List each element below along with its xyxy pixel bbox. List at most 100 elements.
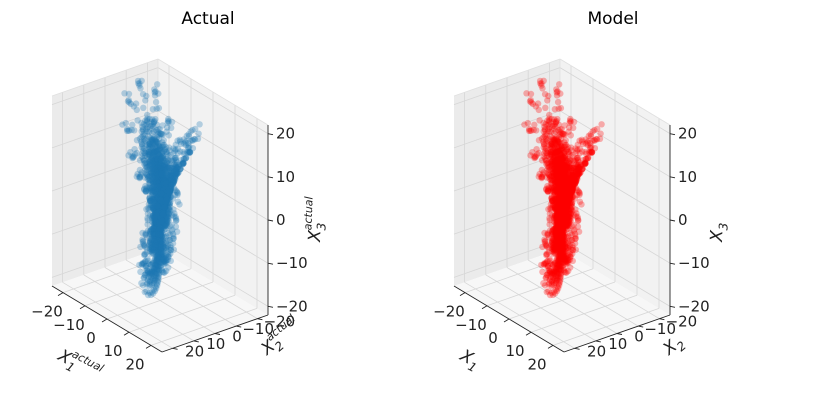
scatter-point xyxy=(144,117,151,124)
scatter-point xyxy=(146,148,153,156)
scatter-point xyxy=(145,145,152,153)
scatter-point xyxy=(186,148,194,156)
scatter-point xyxy=(139,282,147,289)
scatter-point xyxy=(558,225,566,232)
scatter-point xyxy=(132,151,139,158)
scatter-point xyxy=(550,116,558,123)
scatter-point xyxy=(543,250,550,257)
scatter-point xyxy=(161,204,168,211)
scatter-point xyxy=(169,157,176,165)
scatter-point xyxy=(156,178,163,186)
scatter-point xyxy=(156,202,164,209)
scatter-point xyxy=(160,209,167,216)
z-tick-label: 0 xyxy=(678,211,688,229)
scatter-point xyxy=(155,204,162,211)
scatter-point xyxy=(154,255,161,262)
scatter-point xyxy=(148,186,155,193)
scatter-point xyxy=(166,231,173,238)
scatter-point xyxy=(155,270,163,277)
scatter-point xyxy=(160,180,167,187)
scatter-point xyxy=(165,253,172,261)
scatter-point xyxy=(151,229,159,237)
scatter-point xyxy=(141,258,149,265)
scatter-point xyxy=(141,251,149,258)
scatter-point xyxy=(160,137,167,144)
scatter-point xyxy=(164,181,171,188)
scatter-point xyxy=(598,121,605,128)
scatter-point xyxy=(560,218,567,225)
scatter-point xyxy=(546,166,553,174)
scatter-point xyxy=(162,198,169,206)
scatter-point xyxy=(154,81,161,88)
scatter-point xyxy=(168,184,175,192)
scatter-point xyxy=(152,179,159,186)
scatter-point xyxy=(159,178,166,186)
scatter-point xyxy=(162,193,170,201)
scatter-point xyxy=(157,232,164,240)
scatter-point xyxy=(156,249,163,256)
x-tick xyxy=(459,292,466,296)
scatter-point xyxy=(162,186,170,194)
scatter-point xyxy=(158,131,166,138)
scatter-point xyxy=(167,151,174,158)
scatter-point xyxy=(155,222,163,230)
scatter-point xyxy=(147,204,154,211)
scatter-point xyxy=(141,288,148,296)
scatter-point xyxy=(162,220,169,227)
scatter-point xyxy=(149,158,156,165)
scatter-point xyxy=(160,221,167,229)
scatter-point xyxy=(168,181,176,188)
scatter-point xyxy=(158,169,165,176)
scatter-point xyxy=(159,159,167,166)
scatter-point xyxy=(151,214,158,222)
scatter-point xyxy=(162,200,169,208)
scatter-point xyxy=(158,210,165,217)
scatter-point xyxy=(157,217,165,224)
scatter-point xyxy=(142,243,149,250)
scatter-point xyxy=(157,217,164,225)
scatter-point xyxy=(159,257,166,264)
scatter-point xyxy=(150,118,158,126)
scatter-point xyxy=(150,136,157,143)
scatter-point xyxy=(157,185,165,192)
scatter-point xyxy=(156,235,163,243)
scatter-point xyxy=(160,196,168,203)
z-tick xyxy=(669,133,676,136)
scatter-point xyxy=(152,264,159,271)
scatter-series xyxy=(119,77,203,299)
scatter-point xyxy=(133,106,140,114)
y-tick-label: 0 xyxy=(634,328,644,346)
scatter-point xyxy=(183,154,190,161)
scatter-point xyxy=(159,215,166,223)
scatter-point xyxy=(150,267,158,275)
scatter-point xyxy=(147,197,154,205)
scatter-point xyxy=(173,167,180,174)
scatter-point xyxy=(157,244,164,251)
scatter-point xyxy=(544,127,552,134)
scatter-point xyxy=(164,124,171,131)
scatter-point xyxy=(149,106,157,113)
scatter-point xyxy=(187,128,194,135)
scatter-point xyxy=(159,206,166,214)
scatter-point xyxy=(153,207,160,215)
scatter-point xyxy=(147,179,154,186)
scatter-point xyxy=(152,205,159,213)
scatter-point xyxy=(129,121,136,128)
scatter-point xyxy=(154,279,162,286)
z-tick xyxy=(669,305,676,308)
scatter-point xyxy=(124,98,132,105)
scatter-point xyxy=(152,171,159,178)
scatter-point xyxy=(158,255,166,262)
x-tick xyxy=(145,345,152,349)
scatter-point xyxy=(139,126,146,133)
scatter-point xyxy=(148,270,155,277)
scatter-point xyxy=(143,171,151,179)
scatter-point xyxy=(178,157,185,164)
grid-line xyxy=(150,308,258,346)
scatter-point xyxy=(140,135,148,143)
scatter-point xyxy=(152,228,160,236)
scatter-point xyxy=(168,221,175,229)
scatter-point xyxy=(149,225,156,233)
scatter-point xyxy=(151,188,159,195)
scatter-point xyxy=(166,182,173,189)
